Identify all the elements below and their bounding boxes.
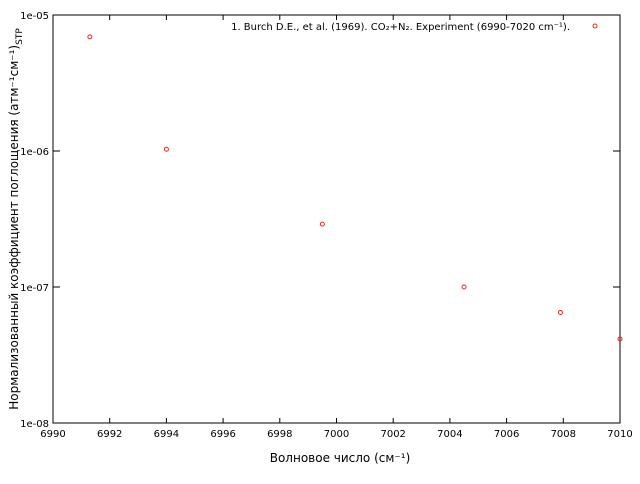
x-tick-label: 7002 xyxy=(380,429,405,440)
x-tick-label: 7006 xyxy=(494,429,519,440)
point xyxy=(87,34,93,40)
x-tick-label: 6994 xyxy=(154,429,179,440)
y-axis-label-main: Нормализованный коэффициент поглощения (… xyxy=(7,45,21,410)
x-tick-label: 6990 xyxy=(40,429,65,440)
legend-marker xyxy=(592,23,598,29)
x-tick-label: 6992 xyxy=(97,429,122,440)
y-axis-label: Нормализованный коэффициент поглощения (… xyxy=(7,28,25,410)
x-tick-label: 6996 xyxy=(210,429,235,440)
x-tick-label: 7010 xyxy=(607,429,632,440)
point xyxy=(557,309,563,315)
point xyxy=(617,336,623,342)
y-tick-label: 1e-05 xyxy=(20,11,49,22)
y-axis-label-sub: STP xyxy=(15,28,25,45)
x-tick-label: 7000 xyxy=(324,429,349,440)
point xyxy=(461,284,467,290)
x-tick-label: 6998 xyxy=(267,429,292,440)
x-tick-label: 7004 xyxy=(437,429,462,440)
y-tick-label: 1e-07 xyxy=(20,283,49,294)
y-tick-label: 1e-08 xyxy=(20,419,49,430)
y-tick-label: 1e-06 xyxy=(20,147,49,158)
x-tick-label: 7008 xyxy=(551,429,576,440)
x-axis-label: Волновое число (см⁻¹) xyxy=(270,451,411,465)
legend-label: 1. Burch D.E., et al. (1969). CO₂+N₂. Ex… xyxy=(231,22,570,33)
point xyxy=(319,221,325,227)
point xyxy=(163,146,169,152)
plot-frame xyxy=(52,14,621,424)
